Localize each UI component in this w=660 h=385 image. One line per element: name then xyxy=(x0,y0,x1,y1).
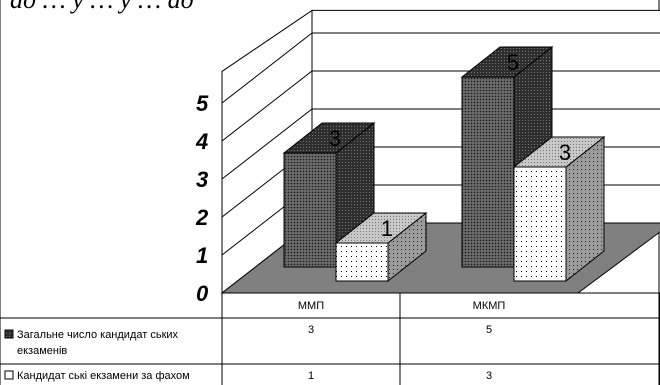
bar-1-0 xyxy=(335,242,389,282)
category-label: МКМП xyxy=(473,300,506,312)
bars: 3 1 5 3 xyxy=(282,45,606,283)
gridline-side xyxy=(221,70,313,142)
table-value: 5 xyxy=(486,324,492,336)
table-value: 1 xyxy=(308,370,314,382)
y-tick-label: 0 xyxy=(196,281,209,306)
row-label-series-0: Загальне число кандидат ських xyxy=(17,329,179,341)
y-tick-label: 5 xyxy=(196,91,209,116)
bar-0-0 xyxy=(283,152,337,268)
header-fragment: ад … у … у … ад xyxy=(10,0,194,14)
category-label: ММП xyxy=(298,300,324,312)
y-tick-label: 1 xyxy=(196,243,208,268)
y-tick-label: 2 xyxy=(195,205,209,230)
bar-0-0-label: 3 xyxy=(329,126,341,151)
table-value: 3 xyxy=(486,370,492,382)
row-label-series-1: Кандидат ські екзамени за фахом xyxy=(17,370,190,382)
data-table: ММП МКМП Загальне число кандидат ських екза… xyxy=(0,292,660,385)
y-axis: 0 1 2 3 4 5 xyxy=(195,91,209,306)
bar-1-1-label: 3 xyxy=(559,140,571,165)
bar-1-0-label: 1 xyxy=(381,216,393,241)
row-label-series-0-cont: екзаменів xyxy=(17,345,67,357)
bar-0-1-label: 5 xyxy=(507,50,519,75)
table-value: 3 xyxy=(308,324,314,336)
bar-0-1 xyxy=(461,76,515,268)
gridline-side xyxy=(221,32,313,104)
legend-key-series-0 xyxy=(4,329,14,339)
y-tick-label: 4 xyxy=(195,129,208,154)
y-tick-label: 3 xyxy=(196,167,208,192)
legend-key-series-1 xyxy=(4,370,14,380)
bar-1-1 xyxy=(513,166,567,282)
gridline-side xyxy=(221,108,313,180)
